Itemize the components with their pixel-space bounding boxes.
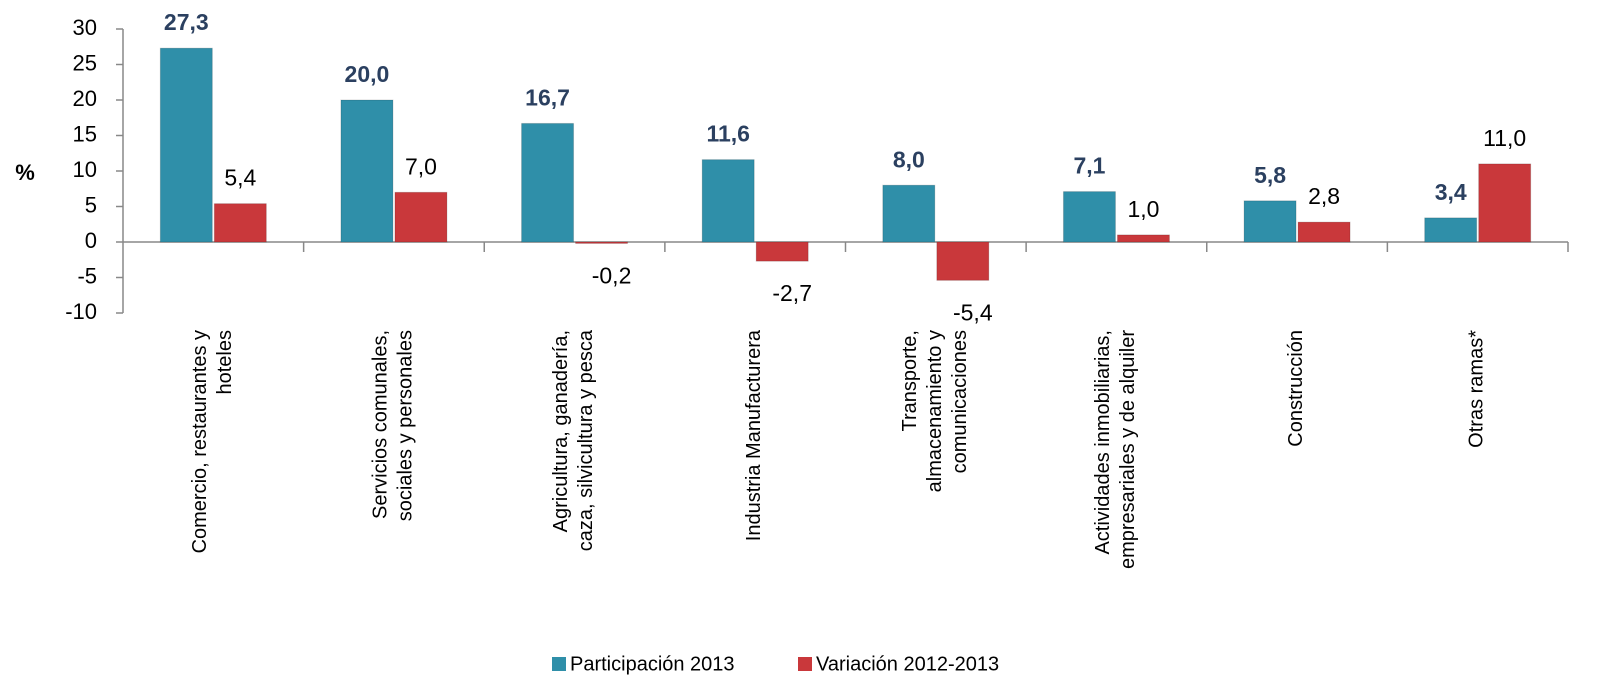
value-label: -5,4: [953, 299, 993, 325]
y-tick-label: 25: [73, 50, 97, 75]
x-tick-label-line: sociales y personales: [395, 330, 417, 521]
y-tick-label: 20: [73, 86, 97, 111]
x-tick-label-line: Actividades inmobiliarias,: [1092, 330, 1114, 555]
bar: [1478, 163, 1532, 243]
bar: [521, 122, 575, 243]
x-tick-label-line: empresariales y de alquiler: [1117, 330, 1139, 569]
y-tick-label: -5: [77, 263, 97, 288]
bar: [1424, 217, 1478, 243]
x-tick-label-line: Comercio, restaurantes y: [189, 330, 211, 553]
bar: [394, 191, 448, 243]
bar: [340, 99, 394, 243]
legend-marker: [798, 657, 812, 671]
bar: [575, 241, 629, 244]
x-tick-label-line: caza, silvicultura y pesca: [575, 329, 597, 551]
bar: [882, 184, 936, 243]
value-label: 5,4: [224, 165, 256, 191]
value-label: 11,6: [706, 121, 750, 147]
x-tick-label-line: comunicaciones: [949, 330, 971, 473]
x-tick-label-line: Transporte,: [899, 330, 921, 432]
bar: [1243, 200, 1297, 243]
legend-marker: [552, 657, 566, 671]
value-label: 7,0: [405, 153, 437, 179]
bar: [159, 47, 213, 243]
value-label: 20,0: [345, 61, 390, 87]
value-label: 5,8: [1254, 162, 1286, 188]
x-tick-label: Servicios comunales, sociales y personale…: [370, 330, 417, 521]
x-tick-label-line: almacenamiento y: [924, 330, 946, 492]
bar: [936, 241, 990, 281]
x-tick-label: Otras ramas*: [1466, 330, 1488, 448]
bar: [755, 241, 809, 262]
value-label: 8,0: [893, 146, 925, 172]
value-label: 2,8: [1308, 183, 1340, 209]
x-tick-label-line: Agricultura, ganadería,: [550, 330, 572, 532]
x-tick-label: Comercio, restaurantes y hoteles: [189, 330, 236, 553]
value-label: 1,0: [1127, 196, 1159, 222]
legend-label: Variación 2012-2013: [816, 653, 999, 675]
value-label: 11,0: [1483, 125, 1526, 151]
x-tick-label: Actividades inmobiliarias, empresariales …: [1092, 330, 1139, 569]
value-label: -0,2: [592, 262, 632, 288]
x-tick-label: Construcción: [1285, 330, 1307, 447]
bar: [1062, 191, 1116, 243]
x-tick-label-line: hoteles: [214, 330, 236, 395]
value-label: 16,7: [525, 85, 570, 111]
x-tick-label: Industria Manufacturera: [743, 329, 765, 541]
y-tick-label: 15: [73, 121, 97, 146]
bar: [1297, 221, 1351, 243]
y-tick-label: 10: [73, 157, 97, 182]
y-tick-label: 30: [73, 15, 97, 40]
x-tick-label-line: Otras ramas*: [1466, 330, 1488, 448]
bar: [1116, 234, 1170, 243]
x-tick-label-line: Servicios comunales,: [370, 330, 392, 519]
y-tick-label: 5: [85, 192, 97, 217]
bar: [701, 159, 755, 243]
value-label: 3,4: [1435, 179, 1467, 205]
value-label: 7,1: [1073, 153, 1105, 179]
bar: [213, 203, 267, 243]
y-axis-label: %: [15, 160, 35, 185]
x-tick-label: Agricultura, ganadería, caza, silvicultur…: [550, 329, 597, 551]
legend-label: Participación 2013: [570, 653, 735, 675]
x-tick-label-line: Construcción: [1285, 330, 1307, 447]
y-tick-label: -10: [65, 299, 97, 324]
x-tick-label-line: Industria Manufacturera: [743, 329, 765, 541]
x-tick-label: Transporte, almacenamiento y comunicacione…: [899, 330, 971, 492]
value-label: 27,3: [164, 9, 209, 35]
y-tick-label: 0: [85, 228, 97, 253]
value-label: -2,7: [772, 280, 812, 306]
